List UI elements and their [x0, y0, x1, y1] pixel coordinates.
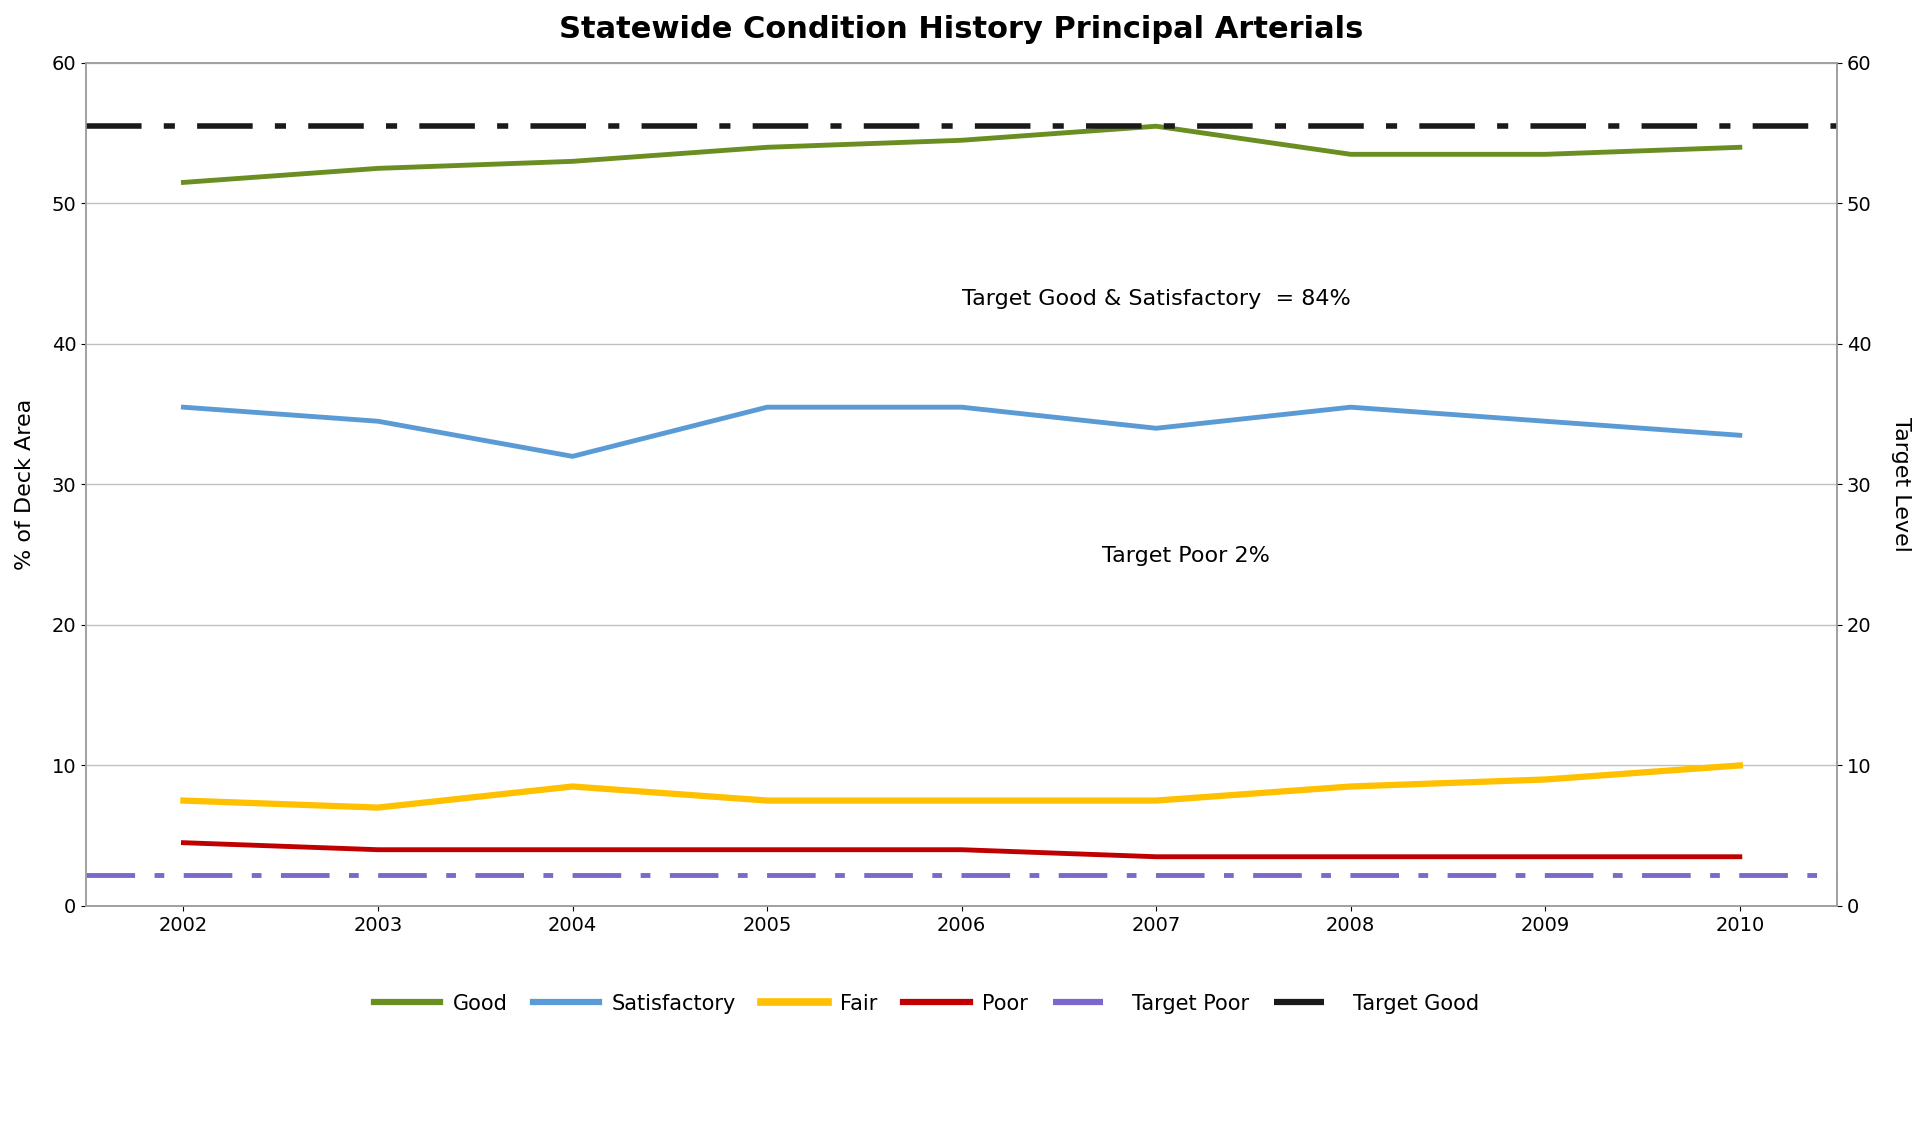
Y-axis label: % of Deck Area: % of Deck Area: [15, 398, 35, 570]
Text: Target Good & Satisfactory  = 84%: Target Good & Satisfactory = 84%: [961, 289, 1350, 309]
Y-axis label: Target Level: Target Level: [1891, 417, 1911, 552]
Title: Statewide Condition History Principal Arterials: Statewide Condition History Principal Ar…: [559, 15, 1364, 44]
Text: Target Poor 2%: Target Poor 2%: [1102, 546, 1269, 566]
Legend: Good, Satisfactory, Fair, Poor, Target Poor, Target Good: Good, Satisfactory, Fair, Poor, Target P…: [374, 993, 1479, 1014]
